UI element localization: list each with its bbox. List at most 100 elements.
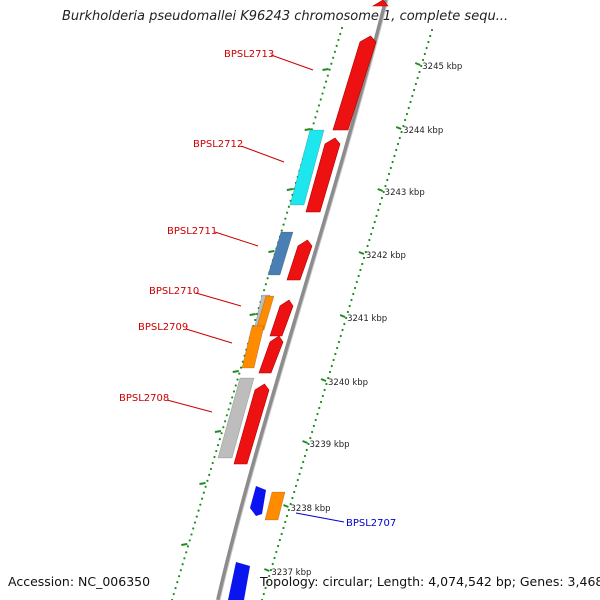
gene-bpsl2712-red [305, 137, 341, 213]
gc-dot [333, 50, 337, 53]
label-leader-line [166, 399, 213, 413]
gc-dot [386, 178, 389, 182]
tick-label: 3243 kbp [385, 188, 425, 198]
gc-dot [321, 92, 324, 95]
gc-dot [298, 472, 301, 476]
gc-dot [310, 128, 313, 131]
tick-mark [377, 188, 384, 192]
gc-dot [409, 100, 412, 104]
gc-dot [429, 34, 432, 38]
gc-dot [370, 232, 373, 236]
gc-dot [318, 406, 321, 410]
gc-dot [337, 340, 341, 344]
gene-reverse-arrow [250, 486, 266, 516]
tick-mark [302, 440, 308, 444]
gc-dot [268, 574, 271, 578]
inner-tick-mark [214, 430, 222, 433]
gc-dot [420, 64, 423, 68]
gc-dot [352, 292, 355, 296]
gc-dot [284, 520, 287, 524]
gc-dot [396, 142, 400, 146]
gc-dot [332, 358, 335, 362]
gc-dot [357, 274, 360, 278]
gc-dot [359, 268, 362, 272]
gc-dot [266, 580, 269, 584]
gc-dot [282, 526, 285, 530]
gc-dot [236, 378, 239, 381]
gene-label: BPSL2713 [224, 49, 274, 60]
gc-dot [293, 490, 296, 494]
gc-dot [421, 58, 425, 62]
gc-dot [286, 211, 289, 214]
gc-dot [332, 56, 335, 59]
gc-dot [405, 112, 409, 116]
label-leader-line [195, 292, 242, 307]
gc-dot [414, 82, 417, 86]
gc-dot [294, 484, 298, 488]
gc-dot [311, 430, 314, 434]
tick-mark [263, 568, 270, 572]
gc-dot [185, 551, 188, 554]
gc-dot [346, 310, 349, 314]
gc-dot [208, 473, 211, 476]
gc-dot [174, 586, 177, 590]
gc-dot [229, 402, 232, 405]
gc-dot [266, 277, 269, 280]
inner-tick-mark [249, 313, 256, 316]
gc-dot [192, 527, 195, 530]
gc-dot [427, 40, 430, 44]
tick-mark [414, 62, 421, 66]
gc-dot [345, 316, 348, 320]
gc-dot [317, 104, 321, 107]
gc-dot [190, 533, 193, 536]
gc-dot [231, 396, 234, 399]
gc-dot [269, 568, 273, 572]
label-leader-line [185, 328, 233, 344]
gc-dot [193, 521, 197, 524]
gc-dot [327, 376, 330, 380]
gc-dot [222, 426, 225, 429]
gc-dot [373, 220, 376, 224]
label-leader-line [295, 512, 345, 523]
tick-label: 3242 kbp [366, 251, 406, 261]
gc-dot [362, 256, 366, 260]
gc-dot [280, 532, 283, 536]
gc-dot [336, 346, 339, 350]
gc-dot [179, 569, 182, 572]
gc-dot [323, 388, 326, 392]
gc-dot [273, 556, 276, 560]
gc-dot [300, 466, 303, 470]
backbone-track [216, 0, 389, 600]
gc-dot [368, 238, 371, 242]
tick-label: 3241 kbp [347, 314, 387, 324]
gc-dot [334, 352, 337, 356]
gc-dot [382, 190, 385, 194]
gc-dot [387, 172, 391, 176]
gene-bpsl2709-orange [241, 325, 265, 369]
gc-dot [319, 98, 322, 101]
gc-dot [330, 364, 333, 368]
gc-dot [418, 70, 421, 74]
gc-dot [183, 557, 186, 560]
gc-dot [275, 550, 278, 554]
gc-dot [282, 223, 285, 226]
gc-dot [371, 226, 375, 230]
gc-dot [186, 545, 190, 548]
gene-label: BPSL2707 [346, 518, 396, 529]
gc-dot [312, 122, 315, 125]
tick-label: 3245 kbp [422, 62, 462, 72]
inner-tick-mark [286, 188, 294, 191]
gc-dot [181, 563, 184, 566]
inner-tick-mark [181, 543, 188, 546]
gc-dot [400, 130, 403, 134]
gc-dot [285, 514, 289, 518]
gene-label: BPSL2712 [193, 139, 243, 150]
gc-dot [411, 94, 414, 98]
gc-dot [339, 32, 342, 36]
gc-dot [264, 283, 267, 286]
gc-dot [375, 214, 378, 218]
gc-dot [220, 432, 223, 435]
gc-dot [379, 202, 382, 206]
gc-dot [395, 148, 398, 152]
